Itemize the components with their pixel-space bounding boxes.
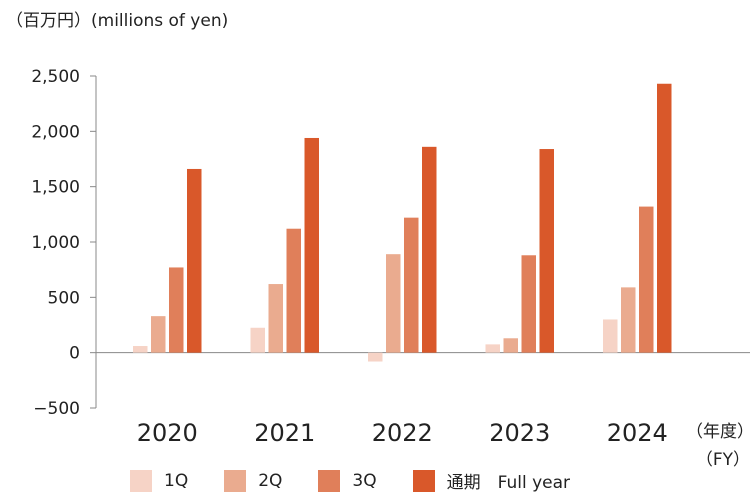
legend-item-full-year: 通期 Full year [412, 468, 571, 493]
y-tick-label: 1,000 [31, 233, 80, 253]
bar [268, 284, 283, 353]
bar [304, 137, 319, 353]
bar [521, 255, 536, 353]
fiscal-year-label-en: （FY） [695, 450, 750, 470]
legend-swatch-3q [318, 469, 341, 492]
x-tick-label: 2021 [254, 419, 315, 447]
bar [286, 228, 301, 353]
bar [539, 149, 554, 353]
legend-label-2q: 2Q [258, 470, 283, 491]
bar [133, 346, 148, 353]
legend-item-3q: 3Q [318, 469, 377, 492]
legend-swatch-2q [224, 469, 247, 492]
legend: 1Q 2Q 3Q 通期 Full year [130, 468, 606, 493]
bar [187, 168, 202, 353]
bar [621, 287, 636, 353]
bar [169, 267, 184, 353]
bar [368, 352, 383, 362]
x-tick-label: 2024 [607, 419, 668, 447]
fiscal-year-label-ja: （年度） [686, 422, 750, 442]
bar [639, 206, 654, 353]
bar [250, 327, 265, 353]
legend-label-full-year: 通期 Full year [446, 473, 571, 493]
x-tick-label: 2020 [137, 419, 198, 447]
y-tick-label: 0 [69, 344, 80, 364]
legend-swatch-full-year [412, 469, 435, 492]
bar [386, 254, 401, 353]
y-tick-label: 2,500 [31, 67, 80, 87]
legend-item-1q: 1Q [130, 469, 189, 492]
y-axis-unit-label: （百万円）(millions of yen) [6, 11, 229, 31]
bar [603, 319, 618, 353]
legend-label-3q: 3Q [352, 470, 377, 491]
bar [485, 344, 500, 353]
x-tick-label: 2023 [489, 419, 550, 447]
bar [657, 83, 672, 353]
bar [404, 217, 419, 353]
x-tick-label: 2022 [372, 419, 433, 447]
y-tick-label: 2,000 [31, 122, 80, 142]
y-tick-label: −500 [33, 399, 80, 419]
fiscal-year-label: （年度） （FY） [686, 418, 750, 474]
y-tick-label: 500 [48, 288, 80, 308]
legend-label-1q: 1Q [164, 470, 189, 491]
y-tick-label: 1,500 [31, 178, 80, 198]
legend-item-2q: 2Q [224, 469, 283, 492]
bar [151, 316, 166, 353]
bar [503, 338, 518, 353]
bar [422, 146, 437, 353]
legend-swatch-1q [130, 469, 152, 492]
